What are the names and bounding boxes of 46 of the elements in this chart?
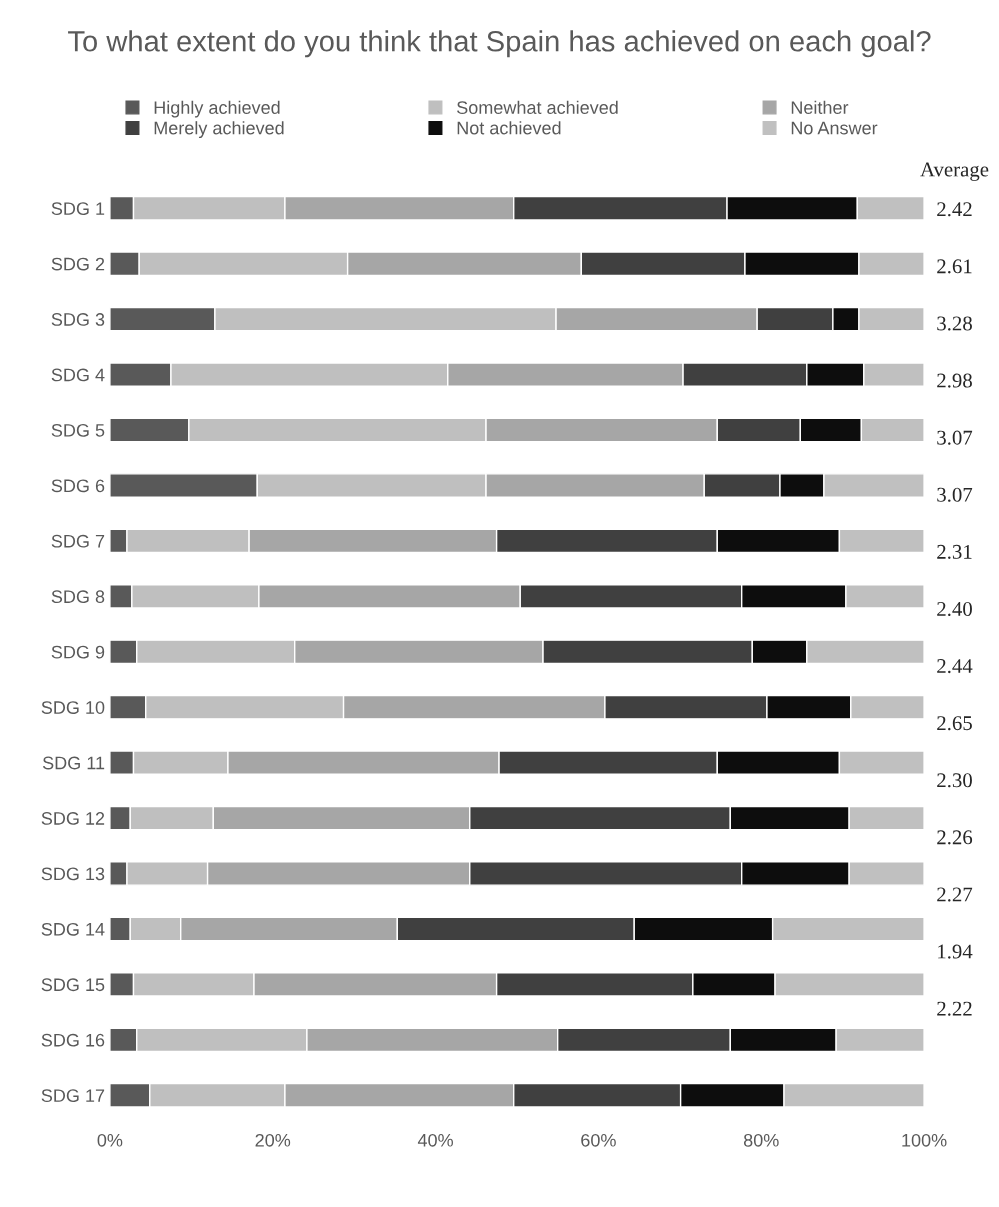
legend-label: Not achieved [457, 121, 561, 135]
y-tick-label: SDG 6 [51, 479, 105, 493]
x-tick-label: 80% [743, 1133, 779, 1147]
legend-label: Somewhat achieved [457, 100, 618, 114]
text: 2.42 [937, 202, 972, 217]
text: 2.40 [937, 601, 972, 617]
y-tick-label: SDG 12 [41, 812, 105, 825]
x-tick-label: 0% [97, 1133, 123, 1147]
y-tick-label: SDG 9 [51, 645, 105, 659]
legend-label: No Answer [791, 121, 878, 135]
text: 2.22 [937, 1001, 972, 1016]
chart-title: To what extent do you think that Spain has achieved on each goal? [68, 30, 931, 58]
y-tick-label: SDG 7 [51, 534, 105, 548]
text: Average [920, 162, 989, 181]
y-tick-label: SDG 3 [51, 313, 105, 326]
x-tick-label: 100% [902, 1133, 947, 1147]
x-tick-label: 20% [255, 1133, 291, 1147]
y-tick-label: SDG 17 [41, 1089, 105, 1102]
x-tick-label: 60% [581, 1133, 616, 1147]
text: 2.98 [937, 373, 972, 388]
y-tick-label: SDG 8 [51, 590, 105, 604]
text: 2.30 [937, 773, 972, 788]
y-tick-label: SDG 5 [51, 423, 105, 437]
text: 3.07 [937, 430, 973, 445]
legend-label: Merely achieved [154, 121, 284, 139]
y-tick-label: SDG 15 [41, 978, 105, 992]
text: 1.94 [938, 944, 973, 959]
text: 2.61 [937, 259, 972, 274]
y-tick-label: SDG 14 [41, 922, 105, 936]
y-tick-label: SDG 10 [41, 701, 105, 714]
y-tick-label: SDG 2 [51, 257, 105, 271]
text: 3.28 [937, 316, 972, 331]
y-tick-label: SDG 1 [51, 202, 105, 215]
y-tick-label: SDG 11 [42, 756, 105, 770]
y-tick-label: SDG 16 [41, 1033, 105, 1047]
x-tick-label: 40% [417, 1133, 453, 1147]
legend-label: Neither [791, 100, 849, 114]
text: 2.27 [937, 887, 973, 902]
text: 2.26 [937, 830, 973, 845]
text: 3.07 [937, 487, 973, 502]
text: 2.44 [937, 659, 973, 674]
legend-label: Highly achieved [154, 100, 280, 118]
text: 2.31 [937, 544, 972, 559]
y-tick-label: SDG 4 [51, 368, 105, 382]
text: 2.65 [937, 716, 972, 731]
y-tick-label: SDG 13 [41, 867, 105, 881]
